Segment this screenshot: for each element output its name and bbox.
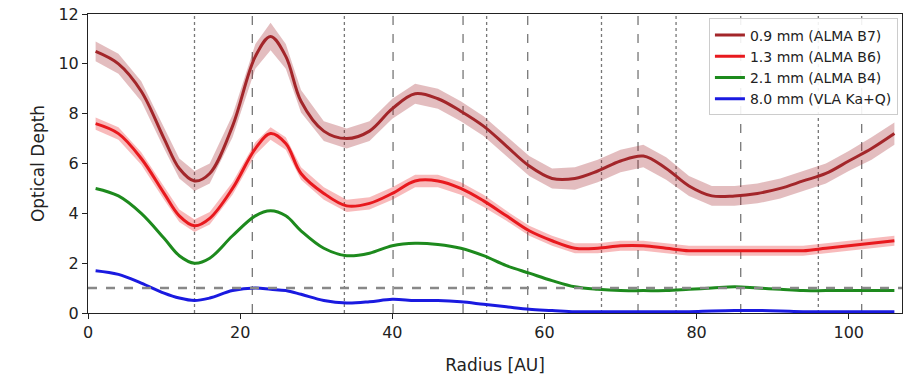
svg-text:6: 6 xyxy=(69,154,79,173)
svg-text:2: 2 xyxy=(69,254,79,273)
svg-text:1.3 mm (ALMA B6): 1.3 mm (ALMA B6) xyxy=(750,49,881,65)
svg-text:Optical Depth: Optical Depth xyxy=(28,105,48,222)
svg-text:4: 4 xyxy=(69,204,79,223)
svg-text:Radius [AU]: Radius [AU] xyxy=(445,355,545,375)
svg-text:8: 8 xyxy=(69,104,79,123)
svg-text:12: 12 xyxy=(58,5,78,24)
svg-text:10: 10 xyxy=(58,54,78,73)
svg-text:8.0 mm (VLA Ka+Q): 8.0 mm (VLA Ka+Q) xyxy=(750,91,891,107)
svg-text:0: 0 xyxy=(69,304,79,323)
svg-text:0.9 mm (ALMA B7): 0.9 mm (ALMA B7) xyxy=(750,28,881,44)
svg-text:0: 0 xyxy=(83,323,93,342)
svg-text:80: 80 xyxy=(686,323,706,342)
svg-text:2.1 mm (ALMA B4): 2.1 mm (ALMA B4) xyxy=(750,70,881,86)
svg-text:100: 100 xyxy=(833,323,864,342)
svg-text:40: 40 xyxy=(382,323,402,342)
svg-text:60: 60 xyxy=(534,323,554,342)
svg-text:20: 20 xyxy=(230,323,250,342)
